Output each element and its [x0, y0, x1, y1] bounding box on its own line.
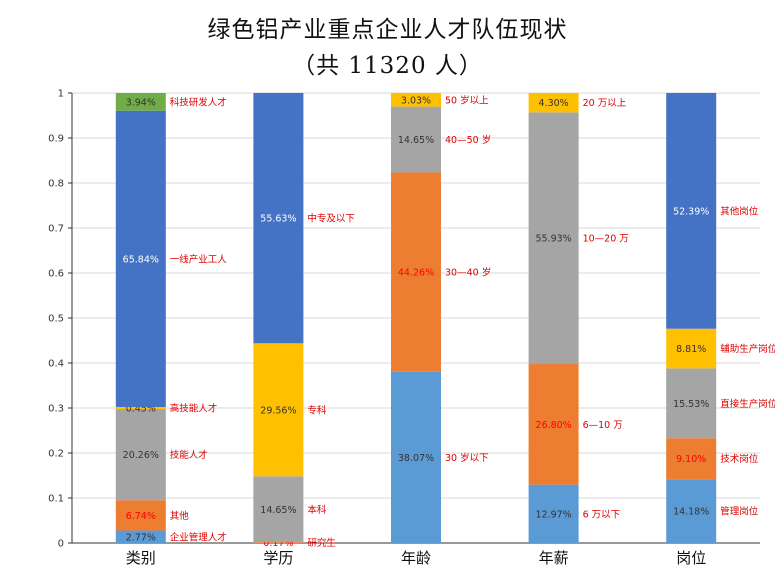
segment-annotation: 技能人才 — [170, 449, 208, 461]
bar-segment — [391, 172, 441, 372]
segment-annotation: 30—40 岁 — [445, 267, 491, 279]
bar-segment — [391, 371, 441, 543]
data-label: 20.26% — [123, 450, 159, 461]
segment-annotation: 30 岁以下 — [445, 452, 489, 464]
segment-annotation: 一线产业工人 — [170, 253, 228, 265]
segment-annotation: 其他岗位 — [720, 205, 759, 217]
data-label: 6.74% — [126, 511, 156, 522]
y-tick-label: 0.7 — [48, 224, 64, 235]
data-label: 3.03% — [401, 95, 431, 106]
data-label: 65.84% — [123, 254, 159, 265]
data-label: 15.53% — [673, 399, 709, 410]
data-label: 2.77% — [126, 532, 156, 543]
x-category-label: 岗位 — [676, 549, 706, 567]
segment-annotation: 专科 — [307, 404, 327, 416]
bar-segment — [666, 438, 717, 480]
segment-annotation: 40—50 岁 — [445, 134, 491, 146]
bar-segment — [253, 476, 304, 543]
segment-annotation: 研究生 — [307, 537, 336, 549]
bar-segment — [666, 368, 717, 439]
segment-annotation: 高技能人才 — [170, 403, 218, 415]
y-tick-label: 0.5 — [48, 314, 64, 325]
bar-segment — [528, 484, 579, 543]
bar-segment — [115, 530, 166, 543]
segment-annotation: 企业管理人才 — [170, 531, 227, 543]
segment-annotation: 6—10 万 — [583, 420, 623, 431]
data-label: 55.63% — [260, 214, 296, 225]
bar-segment — [528, 112, 579, 365]
y-tick-label: 0.9 — [48, 134, 64, 145]
bar-segment — [666, 328, 717, 369]
y-tick-label: 0.2 — [48, 449, 64, 460]
bar-segment — [666, 92, 717, 329]
bar-segment — [253, 542, 304, 543]
bar-segment — [115, 407, 166, 410]
data-label: 26.80% — [535, 420, 571, 431]
x-category-label: 年龄 — [401, 549, 431, 567]
x-category-label: 年薪 — [539, 549, 569, 567]
segment-annotation: 10—20 万 — [583, 234, 629, 245]
data-label: 0.45% — [126, 404, 156, 415]
bar-segment — [115, 500, 166, 531]
data-label: 14.65% — [260, 505, 296, 516]
data-label: 55.93% — [535, 234, 571, 245]
data-label: 3.94% — [126, 97, 156, 108]
data-label: 12.97% — [535, 509, 571, 520]
bar-segment — [666, 479, 717, 543]
segment-annotation: 直接生产岗位 — [720, 398, 775, 410]
data-label: 38.07% — [398, 453, 434, 464]
data-label: 29.56% — [260, 405, 296, 416]
data-label: 14.18% — [673, 507, 709, 518]
segment-annotation: 20 万以上 — [583, 98, 627, 109]
y-tick-label: 0.4 — [48, 359, 64, 370]
data-label: 0.17% — [263, 538, 293, 549]
bar-segment — [253, 92, 304, 344]
segment-annotation: 管理岗位 — [720, 506, 759, 518]
segment-annotation: 中专及以下 — [307, 213, 355, 225]
data-label: 52.39% — [673, 206, 709, 217]
bar-segment — [253, 343, 304, 477]
segment-annotation: 辅助生产岗位 — [720, 343, 775, 355]
segment-annotation: 6 万以下 — [583, 509, 621, 520]
chart-title: 绿色铝产业重点企业人才队伍现状 — [207, 17, 568, 43]
bar-segment — [391, 92, 441, 107]
bar-segment — [115, 93, 166, 111]
segment-annotation: 其他 — [170, 510, 190, 522]
y-tick-label: 1 — [58, 89, 64, 100]
y-tick-label: 0.3 — [48, 404, 64, 415]
data-label: 4.30% — [539, 98, 569, 109]
x-category-label: 类别 — [126, 549, 156, 567]
y-tick-label: 0 — [58, 539, 64, 550]
y-tick-label: 0.6 — [48, 269, 64, 280]
chart-subtitle: （共 11320 人） — [292, 53, 483, 79]
segment-annotation: 科技研发人才 — [170, 96, 227, 108]
segment-annotation: 50 岁以上 — [445, 94, 489, 106]
bar-segment — [115, 110, 166, 408]
bar-segment — [528, 93, 579, 113]
data-label: 8.81% — [676, 344, 706, 355]
bar-segment — [391, 106, 441, 173]
segment-annotation: 技术岗位 — [720, 453, 759, 465]
y-tick-label: 0.8 — [48, 179, 64, 190]
x-category-label: 学历 — [263, 549, 293, 567]
segment-annotation: 本科 — [307, 504, 327, 516]
data-label: 9.10% — [676, 454, 706, 465]
bar-segment — [528, 364, 579, 485]
bar-segment — [115, 409, 166, 501]
data-label: 44.26% — [398, 268, 434, 279]
y-tick-label: 0.1 — [48, 494, 64, 505]
data-label: 14.65% — [398, 135, 434, 146]
